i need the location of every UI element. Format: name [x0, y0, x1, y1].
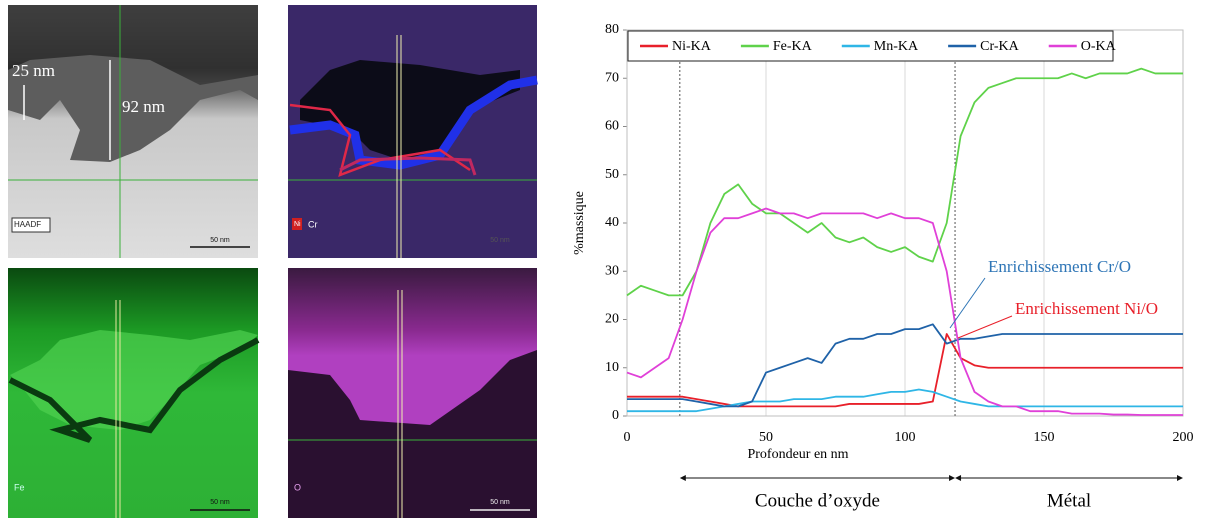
region-label: Couche d’oxyde	[755, 490, 880, 511]
y-tick-label: 20	[605, 312, 619, 327]
panel-label: Fe	[14, 482, 25, 492]
y-tick-label: 70	[605, 70, 619, 85]
annotation-arrow	[957, 315, 1013, 339]
x-tick-label: 0	[624, 430, 631, 445]
y-tick-label: 60	[605, 119, 619, 134]
x-tick-label: 150	[1034, 430, 1055, 445]
scale-label: 50 nm	[490, 237, 510, 244]
scale-label: 50 nm	[210, 499, 230, 506]
y-tick-label: 80	[605, 22, 619, 37]
panel-label: HAADF	[14, 220, 41, 229]
x-tick-label: 200	[1173, 430, 1194, 445]
annotation-text: Enrichissement Ni/O	[1015, 299, 1158, 318]
y-tick-label: 40	[605, 215, 619, 230]
y-tick-label: 50	[605, 167, 619, 182]
series-line	[627, 333, 1183, 408]
panel-label: Cr	[308, 219, 318, 229]
legend-label: Ni-KA	[672, 39, 712, 54]
panel-label: O	[294, 482, 301, 492]
scale-label: 50 nm	[490, 499, 510, 506]
legend-label: Cr-KA	[980, 39, 1019, 54]
panel-tag: Ni	[294, 221, 301, 228]
legend-box	[627, 30, 1114, 62]
micrograph-o	[288, 268, 537, 518]
micrograph-haadf	[8, 5, 258, 258]
x-tick-label: 100	[895, 430, 916, 445]
annotation-text: Enrichissement Cr/O	[988, 257, 1131, 276]
series-line	[627, 323, 1183, 408]
region-label: Métal	[1047, 490, 1091, 511]
scale-label: 50 nm	[210, 237, 230, 244]
annotation-arrow	[949, 277, 986, 329]
y-tick-label: 0	[612, 408, 619, 423]
micrograph-fe	[8, 268, 260, 518]
series-line	[627, 388, 1183, 413]
x-axis-label: Profondeur en nm	[747, 447, 848, 462]
dimension-label: 25 nm	[12, 61, 55, 80]
y-tick-label: 10	[605, 360, 619, 375]
dimension-label: 92 nm	[122, 97, 165, 116]
series-line	[626, 67, 1183, 297]
legend-label: O-KA	[1081, 39, 1117, 54]
y-tick-label: 30	[605, 263, 619, 278]
micrograph-cr	[288, 5, 538, 258]
x-tick-label: 50	[759, 430, 773, 445]
plot-frame	[626, 29, 1184, 417]
legend-label: Fe-KA	[773, 39, 813, 54]
legend-label: Mn-KA	[874, 39, 919, 54]
y-axis-label: %massique	[572, 191, 587, 255]
series-line	[626, 207, 1183, 416]
